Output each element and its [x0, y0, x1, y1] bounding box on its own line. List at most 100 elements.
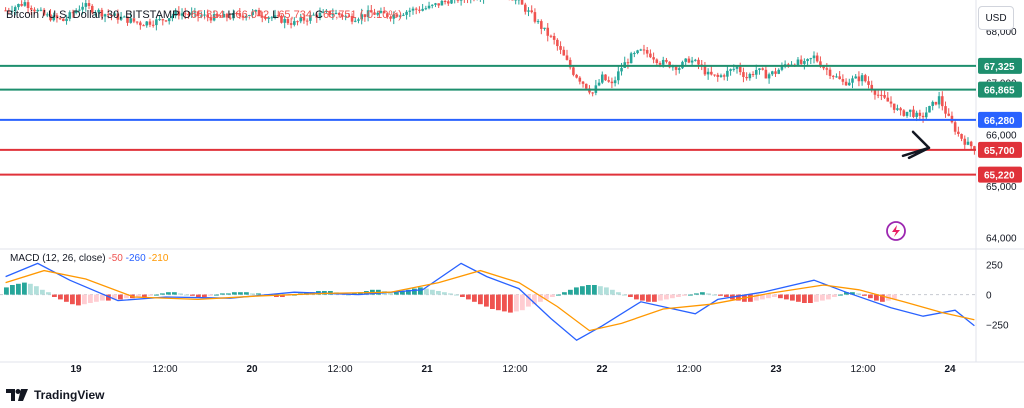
candle-body [960, 133, 963, 139]
candle-body [658, 63, 662, 65]
candle-body [347, 15, 351, 17]
candle-body [703, 66, 707, 75]
candle-body [905, 111, 909, 116]
candle-body [225, 13, 229, 18]
candle-body [395, 14, 399, 17]
histogram-bar [34, 286, 39, 295]
histogram-bar [304, 292, 309, 295]
histogram-bar [748, 294, 753, 302]
candle-body [39, 9, 43, 11]
candle-body [684, 58, 687, 62]
histogram-bar [220, 293, 225, 295]
level-price-label: 66,865 [984, 86, 1015, 97]
macd-legend: MACD (12, 26, close) -50 -260 -210 [10, 253, 169, 264]
histogram-bar [790, 294, 795, 301]
level-price-tag [978, 111, 1022, 128]
candle-body [921, 115, 925, 118]
candle-body [966, 141, 970, 145]
candle-body [84, 3, 88, 7]
histogram-bar [238, 292, 243, 295]
histogram-bar [550, 294, 555, 297]
histogram-bar [442, 292, 447, 295]
candle-body [238, 13, 242, 16]
candle-body [783, 64, 787, 66]
macd-tick-label: 0 [986, 291, 992, 302]
candle-body [738, 66, 742, 73]
candle-body [812, 55, 816, 59]
candle-body [23, 2, 27, 6]
histogram-bar [472, 294, 477, 302]
level-price-label: 66,280 [984, 116, 1015, 127]
candle-body [402, 14, 405, 16]
candle-body [716, 74, 720, 77]
histogram-bar [58, 294, 63, 300]
candle-body [745, 76, 748, 79]
histogram-bar [766, 294, 771, 299]
candle-body [726, 70, 729, 77]
candle-body [857, 76, 861, 82]
histogram-bar [736, 294, 741, 301]
histogram-bar [838, 294, 843, 296]
candle-body [924, 112, 928, 118]
candle-body [953, 122, 957, 132]
candle-body [870, 84, 874, 91]
candle-body [437, 3, 440, 6]
candle-body [536, 21, 540, 23]
histogram-bar [478, 294, 483, 305]
histogram-bar [52, 294, 57, 297]
candle-body [562, 49, 566, 56]
candle-body [719, 75, 723, 77]
candle-body [514, 0, 517, 1]
histogram-bar [412, 288, 417, 295]
candle-body [206, 14, 209, 18]
histogram-bar [706, 293, 711, 295]
histogram-bar [394, 292, 399, 295]
candle-body [171, 15, 174, 19]
close-label: C [315, 9, 323, 21]
high-label: H [228, 9, 236, 21]
candle-body [94, 12, 97, 14]
histogram-bar [640, 294, 645, 301]
histogram-bar [214, 294, 219, 296]
candle-body [203, 14, 206, 16]
candle-body [337, 12, 341, 15]
histogram-bar [466, 294, 471, 300]
histogram-bar [142, 294, 147, 297]
candle-body [748, 74, 752, 79]
candle-body [556, 39, 559, 47]
candle-body [931, 101, 934, 106]
histogram-bar [688, 294, 693, 296]
histogram-bar [76, 294, 81, 306]
currency-selector[interactable]: USD [978, 6, 1014, 30]
candle-body [219, 16, 222, 18]
histogram-bar [208, 294, 213, 296]
candle-body [771, 71, 774, 75]
candle-body [228, 17, 232, 19]
candle-body [71, 12, 75, 14]
histogram-bar [64, 294, 69, 302]
candle-body [629, 53, 633, 64]
candle-body [392, 14, 396, 19]
candle-body [411, 8, 415, 11]
histogram-bar [400, 291, 405, 295]
candle-body [421, 8, 424, 11]
candle-body [216, 14, 219, 17]
candle-body [299, 17, 303, 22]
candle-body [607, 80, 610, 82]
candle-body [892, 103, 896, 110]
time-tick-label: 12:00 [327, 364, 352, 375]
candle-body [867, 81, 870, 85]
candle-body [710, 71, 713, 75]
candle-body [575, 74, 578, 78]
time-tick-label: 12:00 [850, 364, 875, 375]
candle-body [844, 81, 848, 86]
candle-body [408, 10, 412, 12]
histogram-bar [10, 285, 15, 295]
level-price-label: 65,220 [984, 171, 1015, 182]
candle-body [973, 146, 976, 151]
brand-footer[interactable]: TradingView [6, 388, 104, 402]
candle-body [617, 71, 620, 81]
histogram-bar [190, 294, 195, 296]
candle-body [969, 141, 973, 147]
